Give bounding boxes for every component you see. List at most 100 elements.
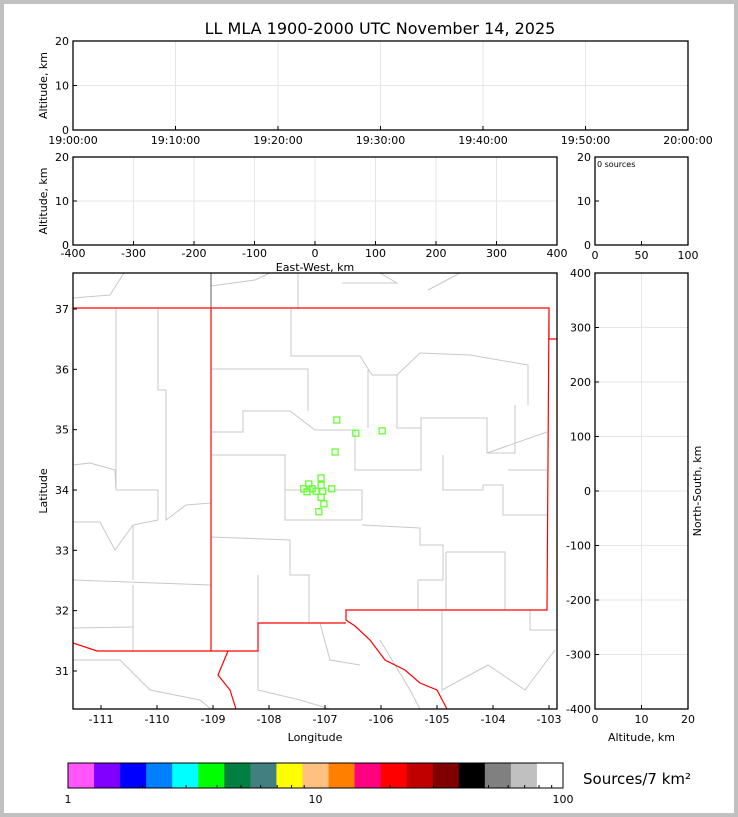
x-tick-label: -200: [182, 247, 207, 260]
panel-altitude-north-south: 0 10 20 -400 -300 -200 -100 0 100 200 300 400 Altitu…: [566, 267, 704, 744]
lightning-source-point: [319, 487, 327, 495]
county-boundary: [157, 309, 212, 521]
colorbar-segment: [458, 763, 486, 788]
y-tick-label: 34: [55, 484, 69, 497]
county-boundary: [446, 551, 506, 610]
y-tick-label: 0: [584, 239, 591, 252]
x-tick-label: 19:00:00: [48, 134, 97, 147]
y-tick-label: 31: [55, 665, 69, 678]
lightning-source-point: [312, 487, 320, 495]
y-tick-label: 37: [55, 303, 69, 316]
y-tick-label: 0: [62, 124, 69, 137]
county-boundary: [211, 410, 355, 433]
y-tick-label: -300: [566, 649, 591, 662]
x-tick-label: 19:30:00: [356, 134, 405, 147]
colorbar-segment: [224, 763, 251, 788]
x-tick-label: 20: [681, 713, 695, 726]
colorbar-segment: [198, 763, 225, 788]
figure-title: LL MLA 1900-2000 UTC November 14, 2025: [205, 19, 556, 38]
county-boundary: [442, 455, 547, 516]
colorbar-tick-label: 100: [553, 793, 574, 806]
county-boundary: [427, 273, 461, 291]
lightning-source-point: [378, 427, 386, 435]
x-tick-label: -107: [313, 713, 338, 726]
y-axis-label: Altitude, km: [37, 167, 50, 234]
y-tick-label: 10: [577, 195, 591, 208]
colorbar-segment: [94, 763, 121, 788]
county-boundary: [211, 368, 309, 411]
x-tick-label: -110: [145, 713, 170, 726]
colorbar-segment: [354, 763, 382, 788]
y-tick-label: 35: [55, 424, 69, 437]
colorbar-segment: [432, 763, 460, 788]
colorbar-segment: [276, 763, 303, 788]
x-tick-label: 400: [547, 247, 568, 260]
county-boundary: [210, 273, 271, 287]
axes-frame: [594, 156, 689, 246]
y-tick-label: 36: [55, 363, 69, 376]
county-boundary: [73, 521, 134, 551]
x-tick-label: -104: [481, 713, 506, 726]
x-tick-label: 10: [635, 713, 649, 726]
y-tick-label: 300: [570, 322, 591, 335]
x-tick-label: 19:40:00: [458, 134, 507, 147]
colorbar-segment: [250, 763, 277, 788]
x-tick-label: -109: [201, 713, 226, 726]
county-boundary: [73, 462, 159, 580]
x-axis-label: Longitude: [288, 731, 343, 744]
y-tick-label: 10: [55, 80, 69, 93]
panel-altitude-histogram: 0 50 100 0 10 20 0 sources: [577, 151, 699, 262]
y-tick-label: 33: [55, 544, 69, 557]
colorbar-segment: [302, 763, 330, 788]
colorbar-segment: [510, 763, 538, 788]
county-boundary: [379, 639, 421, 709]
colorbar-segment: [406, 763, 434, 788]
colorbar-frame: [67, 762, 564, 789]
lightning-source-point: [317, 481, 325, 489]
x-tick-label: 19:10:00: [151, 134, 200, 147]
state-boundary-new-mexico: [73, 307, 557, 709]
x-tick-label: 0: [592, 249, 599, 262]
county-boundary: [73, 626, 134, 629]
state-boundary-border: [73, 309, 346, 709]
x-axis-label: East-West, km: [276, 261, 354, 274]
county-boundary: [361, 524, 444, 610]
y-tick-label: 10: [55, 195, 69, 208]
colorbar-segment: [380, 763, 408, 788]
x-tick-label: 0: [592, 713, 599, 726]
x-tick-label: 19:20:00: [253, 134, 302, 147]
county-boundary: [290, 309, 529, 405]
county-boundary: [211, 454, 362, 521]
y-tick-label: 20: [577, 151, 591, 164]
y-tick-label: -200: [566, 594, 591, 607]
x-tick-label: -111: [89, 713, 114, 726]
figure-canvas: LL MLA 1900-2000 UTC November 14, 2025 1…: [37, 19, 713, 806]
county-boundary: [441, 610, 556, 691]
x-tick-label: -100: [242, 247, 267, 260]
sources-count: 0 sources: [597, 160, 635, 169]
x-tick-label: 20:00:00: [663, 134, 712, 147]
colorbar-segment: [146, 763, 173, 788]
figure: LL MLA 1900-2000 UTC November 14, 2025 1…: [4, 4, 734, 813]
y-tick-label: 20: [55, 35, 69, 48]
y-axis-label: Latitude: [37, 468, 50, 514]
colorbar: 1 10 100 Sources/7 km²: [65, 762, 691, 806]
colorbar-tick-label: 1: [65, 793, 72, 806]
colorbar-segment: [120, 763, 147, 788]
axes-frame: [72, 272, 558, 710]
x-tick-label: 50: [635, 249, 649, 262]
colorbar-segment: [484, 763, 512, 788]
lightning-source-point: [317, 474, 325, 482]
y-axis-label: North-South, km: [691, 446, 704, 537]
county-boundary: [354, 405, 516, 471]
county-boundary: [73, 659, 212, 709]
panel-plan-view: -111 -110 -109 -108 -107 -106 -105 -104 -103 31 32…: [37, 272, 561, 744]
county-boundary: [342, 273, 399, 284]
lightning-source-point: [320, 500, 328, 508]
lightning-source-point: [352, 429, 360, 437]
y-tick-label: 20: [55, 151, 69, 164]
y-tick-label: 400: [570, 267, 591, 280]
map-layer: [73, 273, 557, 709]
x-tick-label: 200: [426, 247, 447, 260]
lightning-source-point: [317, 493, 325, 501]
